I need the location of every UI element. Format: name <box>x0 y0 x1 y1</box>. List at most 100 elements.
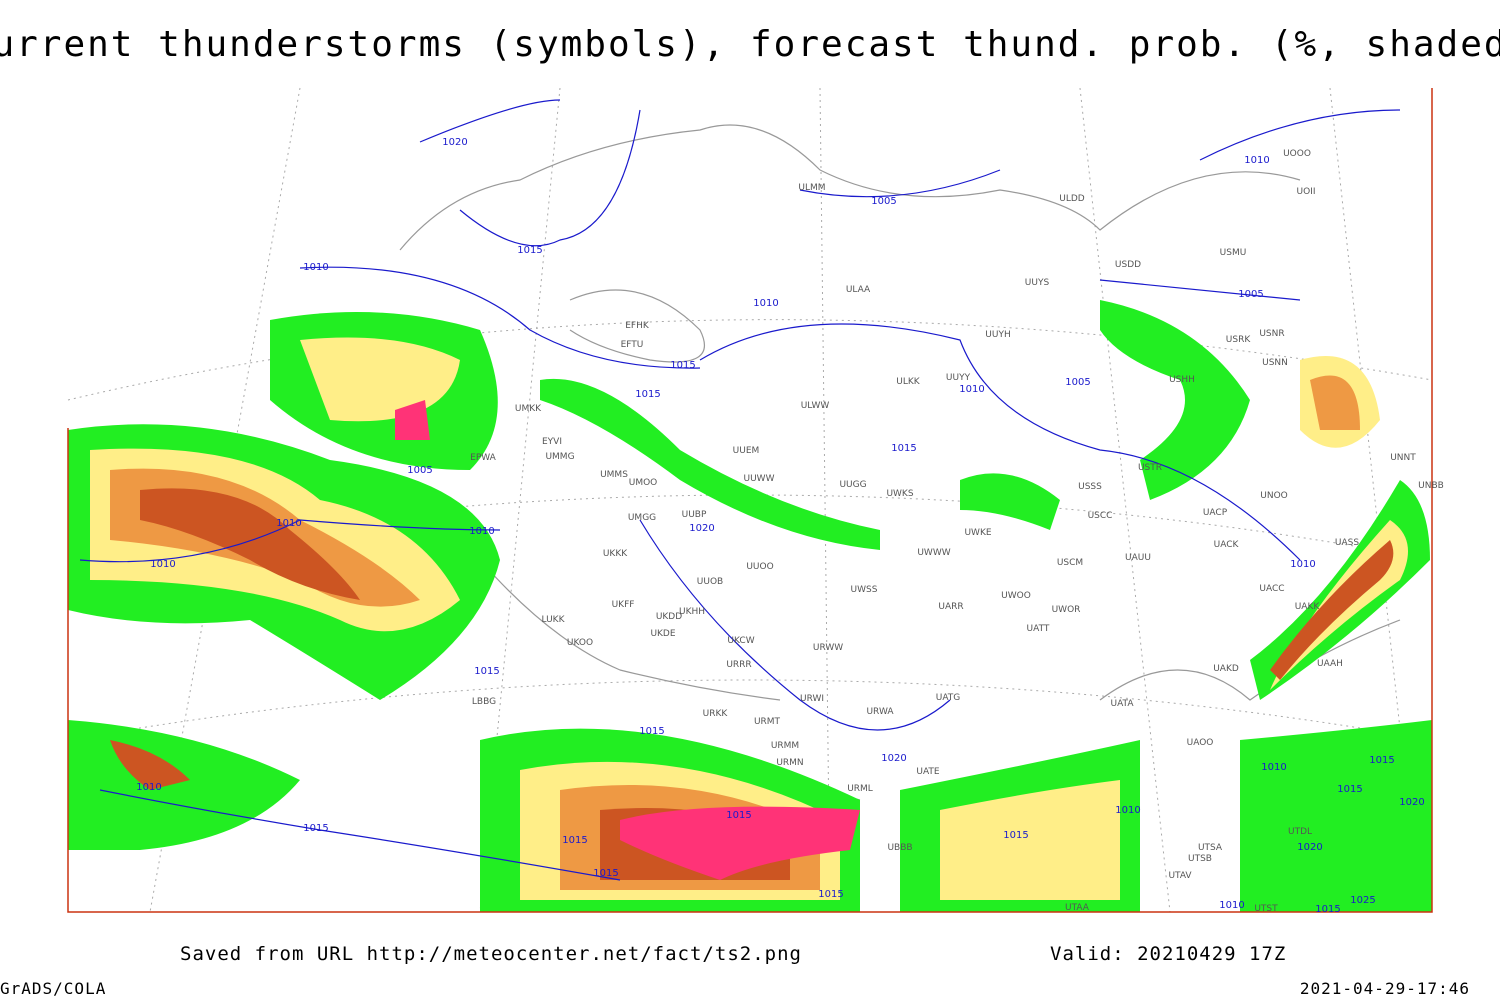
station-code: UMMG <box>545 452 574 462</box>
station-code: UUBP <box>682 510 707 520</box>
isobar-label: 1015 <box>1369 755 1394 766</box>
title: Current thunderstorms (symbols), forecas… <box>0 24 1500 65</box>
station-code: UACP <box>1203 508 1228 518</box>
station-code: UUYS <box>1025 278 1050 288</box>
map-labels: ULMM ULDD UOOO UOII USMU USDD UUYS ULAA UUYH EFHK… <box>136 137 1444 915</box>
station-code: UKDD <box>656 612 682 622</box>
station-code: UUWW <box>744 474 775 484</box>
station-code: LUKK <box>542 615 566 625</box>
station-code: UKHH <box>679 607 705 617</box>
station-code: UNBB <box>1418 481 1444 491</box>
station-code: UAKK <box>1295 602 1321 612</box>
station-code: UOOO <box>1283 149 1311 159</box>
station-code: USSS <box>1078 482 1102 492</box>
station-code: UTDL <box>1288 827 1312 837</box>
station-code: UTSA <box>1198 843 1223 853</box>
station-code: ULMM <box>798 183 825 193</box>
station-code: URMN <box>776 758 803 768</box>
station-code: UMGG <box>628 513 656 523</box>
station-code: UKOO <box>567 638 593 648</box>
station-code: EYVI <box>542 437 562 447</box>
station-code: UUYY <box>946 373 971 383</box>
station-code: UTAA <box>1065 903 1090 913</box>
isobar-label: 1010 <box>753 298 778 309</box>
station-code: USNR <box>1259 329 1284 339</box>
isobar-label: 1015 <box>639 726 664 737</box>
station-code: URWA <box>866 707 894 717</box>
isobar-label: 1010 <box>1261 762 1286 773</box>
station-code: UUOB <box>697 577 723 587</box>
station-code: USMU <box>1220 248 1247 258</box>
station-code: USNN <box>1262 358 1288 368</box>
station-code: UTST <box>1254 904 1278 914</box>
station-code: USCM <box>1057 558 1083 568</box>
station-code: UKCW <box>727 636 754 646</box>
station-code: UACK <box>1214 540 1240 550</box>
valid-time: Valid: 20210429 17Z <box>1050 943 1286 965</box>
station-code: UAUU <box>1125 553 1151 563</box>
station-code: UUGG <box>839 480 866 490</box>
isobar-label: 1010 <box>469 526 494 537</box>
station-code: UMMS <box>600 470 628 480</box>
isobar-label: 1010 <box>959 384 984 395</box>
station-code: UATG <box>936 693 961 703</box>
isobar-label: 1010 <box>150 559 175 570</box>
station-code: URRR <box>726 660 751 670</box>
station-code: UWSS <box>851 585 878 595</box>
isobar-label: 1015 <box>593 868 618 879</box>
station-code: URML <box>847 784 873 794</box>
station-code: UUOO <box>746 562 773 572</box>
map-frame <box>67 87 1433 913</box>
isobar-label: 1020 <box>881 753 906 764</box>
isobar-label: 1010 <box>136 782 161 793</box>
isobar-label: 1010 <box>1219 900 1244 911</box>
station-code: UKFF <box>612 600 635 610</box>
station-code: UWKS <box>886 489 913 499</box>
station-code: EFHK <box>625 321 650 331</box>
station-code: UTAV <box>1168 871 1192 881</box>
isobar-label: 1015 <box>1003 830 1028 841</box>
station-code: ULKK <box>896 377 921 387</box>
isobar-label: 1005 <box>1238 289 1263 300</box>
station-code: UKDE <box>650 629 675 639</box>
station-code: UATE <box>916 767 940 777</box>
station-code: USHH <box>1169 375 1195 385</box>
isobar-label: 1005 <box>871 196 896 207</box>
station-code: UWWW <box>917 548 950 558</box>
isobar-label: 1005 <box>407 465 432 476</box>
station-code: UACC <box>1259 584 1284 594</box>
station-code: ULDD <box>1059 194 1085 204</box>
station-code: LBBG <box>472 697 496 707</box>
isobar-label: 1005 <box>1065 377 1090 388</box>
station-code: UOII <box>1297 187 1316 197</box>
station-code: ULAA <box>846 285 871 295</box>
isobar-label: 1015 <box>670 360 695 371</box>
station-code: UMOO <box>629 478 658 488</box>
station-code: UKKK <box>603 549 628 559</box>
station-code: UMKK <box>515 404 542 414</box>
station-code: EPWA <box>470 453 497 463</box>
station-code: UASS <box>1335 538 1359 548</box>
isobar-label: 1015 <box>303 823 328 834</box>
station-code: UWOO <box>1001 591 1031 601</box>
timestamp: 2021-04-29-17:46 <box>1300 979 1470 998</box>
isobar-label: 1015 <box>635 389 660 400</box>
station-code: EFTU <box>621 340 644 350</box>
software: GrADS/COLA <box>0 979 106 998</box>
isobar-label: 1015 <box>1337 784 1362 795</box>
station-code: UAKD <box>1213 664 1239 674</box>
station-code: UTSB <box>1188 854 1212 864</box>
station-code: UWKE <box>964 528 991 538</box>
isobar-label: 1025 <box>1350 895 1375 906</box>
isobar-label: 1010 <box>1290 559 1315 570</box>
isobar-label: 1015 <box>891 443 916 454</box>
isobar-label: 1015 <box>474 666 499 677</box>
station-code: URWW <box>813 643 843 653</box>
station-code: UARR <box>938 602 963 612</box>
station-code: UAOO <box>1187 738 1214 748</box>
station-code: UWOR <box>1052 605 1081 615</box>
station-code: URWI <box>800 694 824 704</box>
isobar-label: 1020 <box>689 523 714 534</box>
isobar-label: 1015 <box>726 810 751 821</box>
